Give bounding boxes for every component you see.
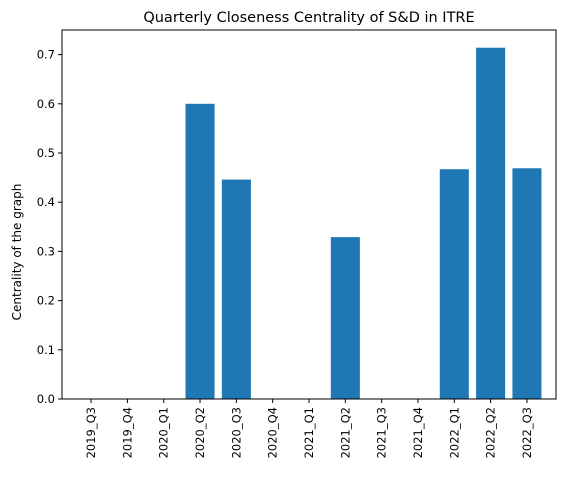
- x-tick-label: 2019_Q4: [120, 407, 134, 458]
- y-tick-label: 0.5: [37, 146, 55, 160]
- bar-2022_Q3: [512, 168, 542, 399]
- y-tick-label: 0.0: [37, 392, 55, 406]
- x-tick-label: 2022_Q3: [520, 407, 534, 458]
- bar-2020_Q3: [221, 179, 251, 399]
- x-tick-label: 2019_Q3: [84, 407, 98, 458]
- x-tick-label: 2021_Q3: [375, 407, 389, 458]
- x-tick-label: 2020_Q4: [266, 407, 280, 458]
- x-tick-label: 2021_Q2: [338, 407, 352, 458]
- bar-2021_Q2: [330, 237, 360, 399]
- x-tick-label: 2022_Q2: [484, 407, 498, 458]
- plot-frame: [61, 29, 557, 400]
- y-tick-label: 0.3: [37, 244, 55, 258]
- bar-2020_Q2: [185, 103, 215, 400]
- y-axis-ticks: 0.0 0.1 0.2 0.3 0.4 0.5 0.6 0.7: [37, 48, 62, 406]
- bars-group: [185, 47, 542, 400]
- chart-title: Quarterly Closeness Centrality of S&D in…: [143, 10, 474, 26]
- x-tick-label: 2021_Q4: [411, 407, 425, 458]
- bar-2022_Q2: [476, 47, 506, 399]
- y-axis-label: Centrality of the graph: [10, 184, 24, 321]
- x-tick-label: 2020_Q1: [157, 407, 171, 458]
- x-axis-ticks: 2019_Q3 2019_Q4 2020_Q1 2020_Q2 2020_Q3 2020_…: [84, 399, 534, 458]
- bar-2022_Q1: [439, 169, 469, 399]
- y-tick-label: 0.4: [37, 195, 55, 209]
- y-tick-label: 0.2: [37, 294, 55, 308]
- y-tick-label: 0.1: [37, 343, 55, 357]
- x-tick-label: 2020_Q3: [229, 407, 243, 458]
- x-tick-label: 2021_Q1: [302, 407, 316, 458]
- x-tick-label: 2020_Q2: [193, 407, 207, 458]
- y-tick-label: 0.7: [37, 48, 55, 62]
- y-tick-label: 0.6: [37, 97, 55, 111]
- x-tick-label: 2022_Q1: [447, 407, 461, 458]
